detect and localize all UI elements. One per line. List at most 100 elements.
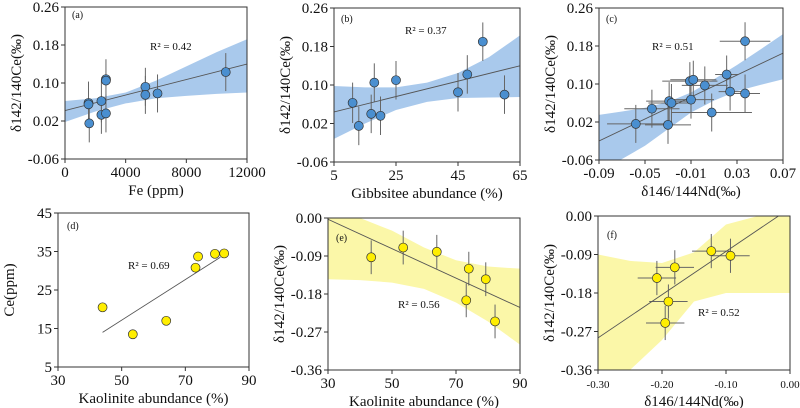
x-axis-label: Fe (ppm) [128,183,183,199]
data-point [688,74,699,85]
x-tick-label: -0.09 [583,166,614,182]
plot-area [334,22,520,146]
regression-line [598,216,779,339]
data-point [490,316,500,327]
data-point [740,36,750,47]
data-point [97,302,108,313]
x-tick-label: 25 [389,168,404,184]
data-point [140,90,151,100]
data-point [366,109,377,119]
y-tick-label: 0.10 [33,76,59,92]
data-point [461,295,472,306]
x-tick-label: 4000 [111,165,141,181]
confidence-band [65,39,247,122]
data-point [101,75,111,86]
data-point [84,118,95,129]
regression-line [65,63,247,111]
plot-area [598,216,790,370]
panel-d: 5 15 25 35 45 30 50 70 90 (d) R² = 0.69 Kaolinite a… [2,206,257,407]
y-tick-label: 0.00 [566,209,592,225]
data-point [462,69,473,80]
data-point [193,251,203,262]
y-tick-label: -0.27 [561,325,593,341]
y-tick-label: -0.06 [297,155,329,171]
x-tick-label: 0.07 [770,166,797,182]
panel-f: -0.36 -0.27 -0.18 -0.09 0.00 -0.30 -0.20 -0.10 0… [542,209,800,408]
y-tick-label: -0.36 [291,363,323,379]
y-tick-label: 0.26 [302,1,329,17]
y-tick-label: -0.06 [28,152,60,168]
data-point [699,80,710,91]
y-axis-label: δ142/140Ce(‰) [543,35,559,133]
x-axis-label: δ146/144Nd(‰) [641,184,741,200]
x-tick-label: 5 [330,168,338,184]
panel-a: -0.06 0.02 0.10 0.18 0.26 0 4000 8000 12000 (a) R²… [9,0,266,199]
data-point [83,99,94,110]
x-tick-label: -0.30 [587,379,610,391]
data-point [190,262,201,273]
x-tick-label: -0.05 [629,166,660,182]
plot-frame [57,212,250,368]
data-point [210,248,220,259]
data-point [706,246,717,256]
data-point [663,119,673,130]
data-point [398,242,409,253]
data-point [369,77,380,88]
data-point [391,75,401,86]
y-tick-label: 5 [45,360,53,376]
y-tick-label: -0.18 [561,286,592,302]
confidence-band [328,218,520,345]
r-squared-label: R² = 0.51 [652,41,694,53]
data-point [431,246,442,257]
x-axis-label: δ146/144Nd(‰) [644,394,744,408]
data-point [152,88,163,99]
plot-area [599,22,783,160]
y-tick-label: 0.18 [302,40,328,56]
x-tick-label: 45 [451,168,466,184]
y-axis-label: δ142/140Ce(‰) [278,36,294,134]
y-tick-label: 0.26 [33,0,60,16]
data-point [140,81,151,92]
panel-label: (a) [72,10,83,21]
x-tick-label: 50 [114,373,129,389]
data-point [101,108,111,119]
x-tick-label: 90 [513,376,528,392]
data-point [220,67,231,77]
y-tick-label: 0.10 [567,77,593,93]
r-squared-label: R² = 0.56 [398,299,440,311]
x-tick-label: 12000 [228,165,266,181]
data-point [480,274,491,285]
x-tick-label: 70 [449,376,464,392]
y-tick-label: -0.27 [291,325,323,341]
data-point [652,273,662,283]
y-tick-label: 0.00 [296,211,322,227]
y-tick-label: 45 [37,206,52,222]
data-point [161,315,172,326]
plot-area [65,39,247,143]
confidence-band [598,216,790,370]
x-tick-label: 90 [242,373,257,389]
data-point [660,318,671,328]
x-axis-label: Kaolinite abundance (%) [349,394,499,408]
x-tick-label: -0.01 [675,166,706,182]
y-tick-label: -0.36 [561,363,593,379]
data-point [721,69,732,80]
data-point [366,252,377,263]
data-point [499,89,510,100]
x-tick-label: -0.20 [651,379,674,391]
data-point [353,121,364,131]
y-axis-label: δ142/140Ce(‰) [542,244,558,342]
plot-area [97,248,230,340]
data-point [347,97,358,108]
y-tick-label: 0.02 [567,115,593,131]
regression-line [102,256,221,333]
x-tick-label: 0.00 [780,379,800,391]
y-tick-label: 35 [37,245,52,261]
regression-line [328,218,520,308]
data-point [666,98,677,108]
data-point [669,262,680,273]
panel-label: (e) [336,233,347,244]
x-tick-label: 70 [178,373,193,389]
panel-label: (c) [606,14,617,25]
